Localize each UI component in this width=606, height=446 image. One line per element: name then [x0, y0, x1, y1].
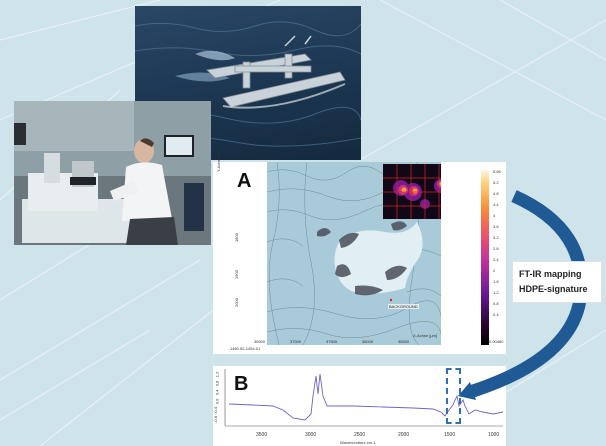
colorbar-tick: 0.00480 — [489, 339, 504, 344]
x-axis-title: X-Achse [µm] — [413, 333, 438, 338]
colorbar-tick: 2 — [493, 268, 496, 273]
colorbar-tick: 1.6 — [493, 279, 499, 284]
x-tick: 2500 — [354, 432, 366, 438]
y-tick: 1800 — [233, 233, 239, 242]
y-tick: 0.8 — [214, 380, 220, 387]
colorbar-tick: 2.4 — [493, 257, 499, 262]
colorbar-tick: 5.66 — [493, 169, 501, 174]
particle-map-image — [267, 162, 441, 345]
callout-line-1: FT-IR mapping — [519, 269, 582, 279]
ftir-map-panel — [213, 162, 506, 354]
x-tick: 1500 — [444, 432, 456, 438]
y-tick: 1900 — [233, 270, 239, 279]
x-tick: 3500 — [256, 432, 268, 438]
colorbar-tick: 1.2 — [493, 290, 499, 295]
colorbar-tick: 0.8 — [493, 301, 499, 306]
intensity-colorbar — [481, 170, 489, 345]
colorbar-tick: 2.8 — [493, 246, 499, 251]
x-tick: 37000 — [290, 339, 302, 344]
ftir-mapping-callout: FT-IR mapping HDPE-signature — [512, 261, 602, 303]
ir-spectrum-plot — [224, 369, 504, 427]
x-axis-title: Wavenumbers cm-1 — [340, 440, 376, 445]
y-axis-title: Y-Achse [µm] — [216, 148, 221, 172]
x-tick: 1000 — [488, 432, 500, 438]
lab-microscope-photo — [14, 101, 211, 245]
y-tick: -0.4 — [212, 407, 218, 414]
y-tick: -0.8 — [212, 416, 218, 423]
y-tick: 0.0 — [214, 398, 220, 405]
panel-a-label: A — [237, 170, 252, 192]
x-tick: 38500 — [398, 339, 410, 344]
y-tick: 2000 — [233, 298, 239, 307]
x-tick: 36500 — [254, 339, 266, 344]
colorbar-tick: 3.2 — [493, 235, 499, 240]
corner-readout: 1460.92-1454.01 — [230, 346, 261, 351]
y-tick: 0.4 — [214, 389, 220, 396]
colorbar-tick: 4 — [493, 213, 496, 218]
panel-b-label: B — [234, 373, 249, 395]
colorbar-tick: 0.4 — [493, 312, 499, 317]
heatmap-inset — [383, 164, 441, 219]
x-tick: 37500 — [326, 339, 338, 344]
x-tick: 2000 — [398, 432, 410, 438]
callout-line-2: HDPE-signature — [519, 284, 588, 294]
colorbar-tick: 4.4 — [493, 202, 499, 207]
x-tick: 3000 — [305, 432, 317, 438]
y-tick: 1.2 — [214, 371, 220, 378]
x-tick: 38000 — [362, 339, 374, 344]
colorbar-tick: 3.6 — [493, 224, 499, 229]
background-marker-label: BACKGROUND — [388, 304, 419, 309]
colorbar-tick: 4.8 — [493, 191, 499, 196]
spectrum-line — [228, 373, 504, 421]
colorbar-tick: 5.2 — [493, 180, 499, 185]
